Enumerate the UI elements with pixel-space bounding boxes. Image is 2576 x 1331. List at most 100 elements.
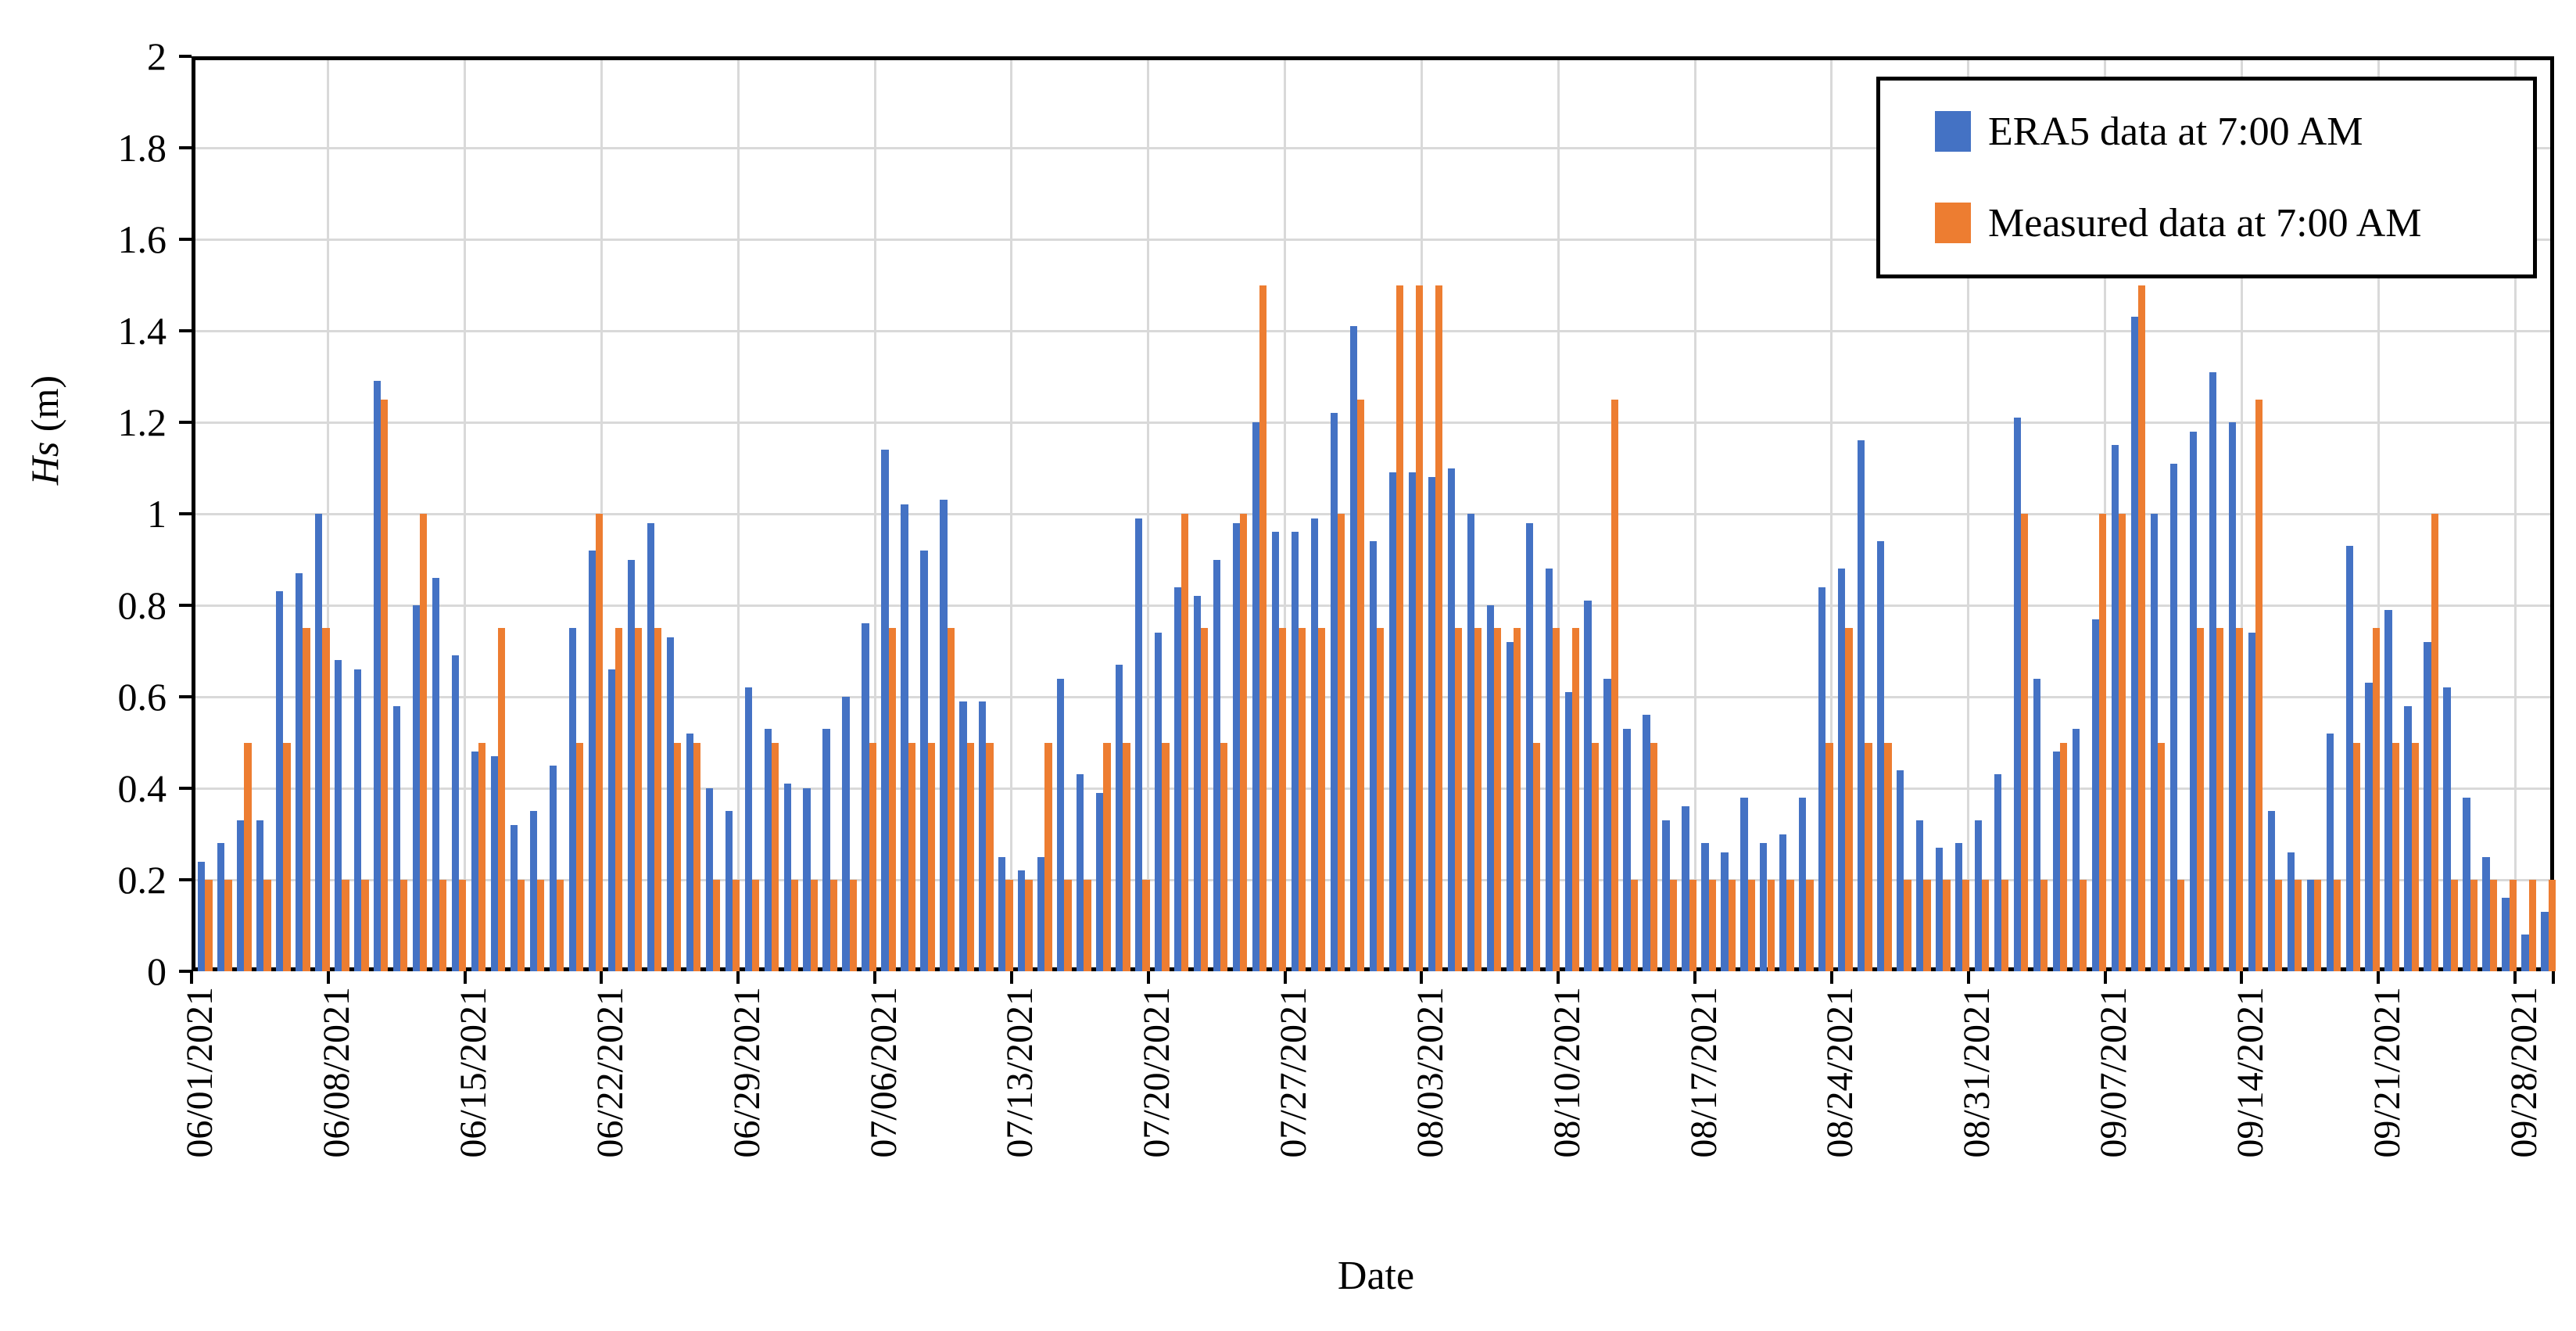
measured-bar: [224, 880, 232, 971]
measured-bar: [2294, 880, 2302, 971]
x-tick-label: 07/13/2021: [999, 987, 1041, 1158]
era5-bar: [549, 765, 557, 971]
measured-bar: [1201, 628, 1209, 971]
measured-bar: [1786, 880, 1794, 971]
era5-bar: [1291, 532, 1299, 971]
measured-bar: [1923, 880, 1931, 971]
y-tick-mark: [179, 787, 192, 790]
era5-bar: [1428, 477, 1435, 971]
measured-bar: [829, 880, 837, 971]
era5-bar: [1174, 587, 1182, 971]
era5-bar: [1467, 514, 1474, 971]
measured-bar: [2119, 514, 2126, 971]
x-tick-mark: [600, 971, 604, 984]
y-tick-label: 0.2: [117, 858, 167, 902]
measured-bar: [849, 880, 857, 971]
era5-bar: [1545, 569, 1553, 971]
measured-bar: [1415, 285, 1424, 971]
measured-bar: [1318, 628, 1326, 971]
x-tick-mark: [2240, 971, 2244, 984]
measured-bar: [459, 880, 467, 971]
measured-bar: [2313, 880, 2322, 971]
era5-bar: [1994, 774, 2002, 971]
era5-bar: [1643, 715, 1650, 971]
y-tick-label: 0: [147, 949, 167, 993]
era5-bar: [490, 756, 499, 971]
measured-bar: [1279, 628, 1287, 971]
x-tick-mark: [1009, 971, 1013, 984]
era5-bar: [2072, 728, 2080, 971]
era5-bar: [1897, 770, 1904, 971]
measured-bar: [1552, 628, 1560, 971]
y-axis-title-hs: Hs: [23, 441, 66, 486]
era5-bar: [2091, 619, 2100, 971]
measured-bar: [342, 880, 349, 971]
x-tick-label: 08/31/2021: [1956, 987, 1998, 1158]
era5-bar: [2130, 317, 2139, 971]
x-tick-label: 08/10/2021: [1546, 987, 1588, 1158]
era5-bar: [1740, 797, 1748, 971]
era5-bar: [1077, 774, 1084, 971]
measured-bar: [1513, 628, 1521, 971]
measured-bar: [1669, 880, 1677, 971]
measured-bar: [244, 742, 252, 971]
era5-bar: [2209, 371, 2216, 971]
measured-bar: [1142, 880, 1150, 971]
era5-bar: [1213, 559, 1221, 971]
measured-bar: [1240, 514, 1248, 971]
x-axis-title: Date: [1337, 1254, 1415, 1298]
x-tick-label: 09/21/2021: [2366, 987, 2408, 1158]
measured-bar: [869, 742, 876, 971]
era5-bar: [1779, 834, 1787, 971]
x-tick-mark: [326, 971, 330, 984]
era5-bar: [1193, 596, 1202, 971]
era5-bar: [354, 669, 362, 971]
era5-bar: [1877, 541, 1885, 971]
x-tick-mark: [1283, 971, 1287, 984]
era5-bar: [1858, 440, 1865, 971]
legend-item-measured: Measured data at 7:00 AM: [1935, 199, 2422, 246]
era5-bar: [2443, 687, 2451, 971]
measured-bar: [1454, 628, 1463, 971]
era5-bar: [1818, 587, 1826, 971]
v-gridline: [873, 60, 876, 967]
era5-bar: [1760, 843, 1768, 971]
era5-bar: [1506, 641, 1514, 971]
measured-bar: [1845, 628, 1853, 971]
era5-bar: [1916, 820, 1924, 971]
measured-bar: [2391, 742, 2399, 971]
v-gridline: [1147, 60, 1150, 967]
era5-bar: [1974, 820, 1983, 971]
measured-bar: [693, 742, 701, 971]
era5-bar: [1232, 522, 1241, 971]
v-gridline: [1284, 60, 1287, 967]
y-tick-label: 1.4: [117, 309, 167, 353]
era5-bar: [588, 550, 596, 971]
measured-bar: [1493, 628, 1502, 971]
measured-bar: [1162, 742, 1170, 971]
era5-bar: [2502, 898, 2510, 971]
era5-bar: [1037, 856, 1045, 971]
era5-bar: [2150, 514, 2158, 971]
era5-bar: [979, 701, 987, 971]
y-tick-label: 0.4: [117, 766, 167, 810]
x-tick-label: 06/15/2021: [453, 987, 495, 1158]
y-tick-label: 1.2: [117, 400, 167, 444]
measured-bar: [2138, 285, 2146, 971]
era5-bar: [627, 559, 635, 971]
legend-item-era5: ERA5 data at 7:00 AM: [1935, 108, 2363, 155]
era5-bar: [451, 655, 460, 971]
x-tick-label: 07/06/2021: [862, 987, 905, 1158]
measured-bar: [283, 742, 291, 971]
era5-bar: [862, 623, 869, 971]
measured-bar: [2158, 742, 2166, 971]
measured-bar: [947, 628, 955, 971]
measured-bar: [1044, 742, 1052, 971]
era5-bar: [392, 705, 401, 971]
measured-bar: [2470, 880, 2477, 971]
measured-bar: [1181, 514, 1189, 971]
measured-bar: [2528, 880, 2536, 971]
era5-bar: [901, 504, 908, 971]
measured-bar: [1630, 880, 1638, 971]
